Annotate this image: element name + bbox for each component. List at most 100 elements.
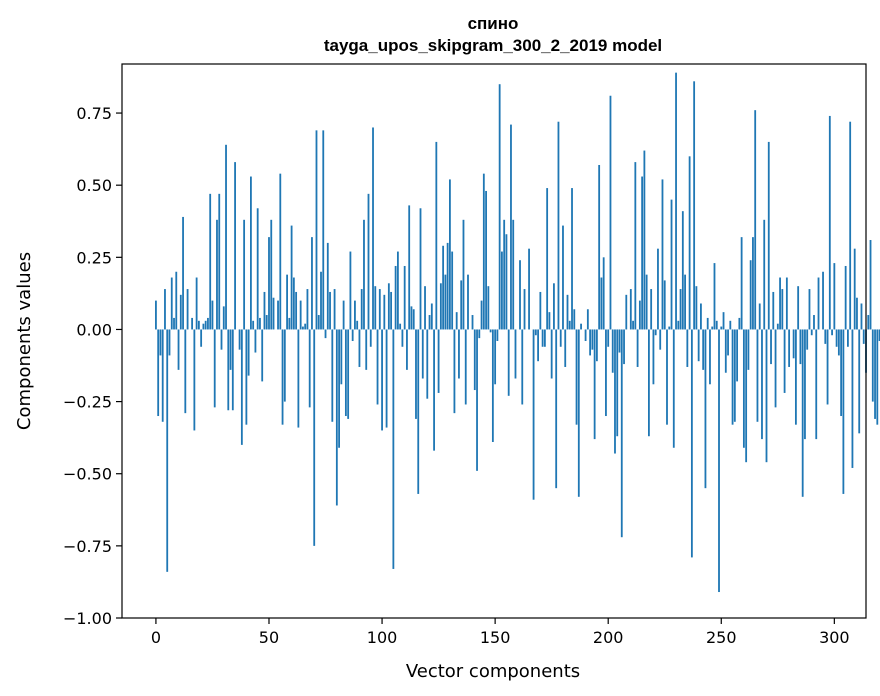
bar — [213, 329, 216, 408]
bar — [546, 188, 549, 330]
bar — [480, 300, 483, 330]
bar — [195, 277, 198, 330]
bar — [625, 294, 628, 330]
bar — [175, 271, 178, 330]
bar — [711, 326, 714, 330]
bar — [876, 329, 879, 425]
bar — [510, 124, 512, 330]
bar — [636, 329, 639, 367]
bar — [218, 193, 221, 330]
bar — [763, 219, 766, 330]
bar — [381, 329, 383, 431]
bar — [810, 329, 813, 336]
bar — [842, 329, 845, 494]
bar — [401, 329, 404, 347]
bar — [191, 317, 194, 330]
bar — [464, 329, 467, 405]
bar — [672, 329, 675, 448]
bar — [288, 317, 291, 330]
bar — [849, 121, 852, 330]
bar — [279, 173, 282, 330]
bar — [433, 329, 435, 451]
bar — [618, 329, 621, 353]
bar — [573, 309, 576, 330]
bar — [485, 190, 487, 330]
bar — [326, 242, 329, 330]
bar — [439, 283, 442, 330]
bar — [157, 329, 160, 417]
bar — [616, 329, 619, 437]
bar — [428, 315, 431, 330]
bar — [686, 329, 689, 367]
bar — [634, 162, 637, 330]
bar — [437, 329, 440, 393]
bar — [668, 326, 671, 330]
bar — [186, 289, 189, 330]
bar — [654, 329, 657, 336]
bar — [575, 329, 578, 425]
bar — [209, 193, 212, 330]
bar — [752, 237, 754, 330]
bar — [776, 323, 779, 330]
bar — [281, 329, 284, 425]
bar — [543, 329, 546, 347]
bar — [225, 144, 227, 330]
bar — [677, 320, 680, 330]
bar — [801, 329, 804, 497]
bars-group — [155, 72, 880, 593]
y-axis-label: Components values — [14, 252, 35, 430]
bar — [243, 219, 246, 330]
bar — [399, 323, 402, 330]
bar — [781, 289, 784, 330]
bar — [702, 329, 705, 370]
bar — [675, 72, 677, 330]
bar — [202, 323, 205, 330]
bar — [638, 300, 641, 330]
bar — [498, 84, 501, 330]
bar — [736, 329, 739, 382]
bar — [482, 173, 485, 330]
bar — [351, 329, 354, 341]
bar — [367, 193, 370, 330]
bar — [207, 317, 209, 330]
bar — [444, 274, 447, 330]
bar — [315, 130, 318, 330]
bar — [720, 326, 723, 330]
bar — [435, 141, 438, 330]
bar — [211, 300, 214, 330]
bar — [268, 237, 270, 330]
bar — [292, 277, 295, 330]
bar — [614, 329, 616, 454]
y-tick-label: 0.25 — [76, 248, 112, 267]
bar — [862, 329, 865, 344]
bar — [299, 300, 302, 330]
x-tick-label: 200 — [593, 628, 624, 647]
x-tick-label: 0 — [151, 628, 161, 647]
bar — [238, 329, 241, 350]
bar — [804, 329, 806, 440]
bar — [430, 303, 433, 330]
bar — [394, 265, 397, 330]
bar — [286, 274, 288, 330]
bar — [652, 329, 655, 385]
bar — [231, 329, 234, 411]
bar — [419, 208, 422, 330]
bar — [553, 283, 555, 330]
bar — [555, 329, 558, 489]
bar — [396, 251, 399, 330]
bar — [568, 320, 571, 330]
bar — [867, 315, 870, 330]
x-axis-ticks: 0 50 100 150 200 250 300 — [151, 618, 850, 647]
bar — [360, 289, 363, 330]
bar — [817, 277, 820, 330]
bar — [358, 329, 361, 367]
bar — [783, 329, 786, 393]
bar — [179, 294, 182, 330]
bar — [566, 294, 569, 330]
bar — [722, 312, 725, 330]
bar — [670, 199, 673, 330]
bar — [602, 257, 605, 330]
bar — [245, 329, 248, 425]
bar — [794, 329, 797, 425]
bar — [623, 329, 625, 365]
